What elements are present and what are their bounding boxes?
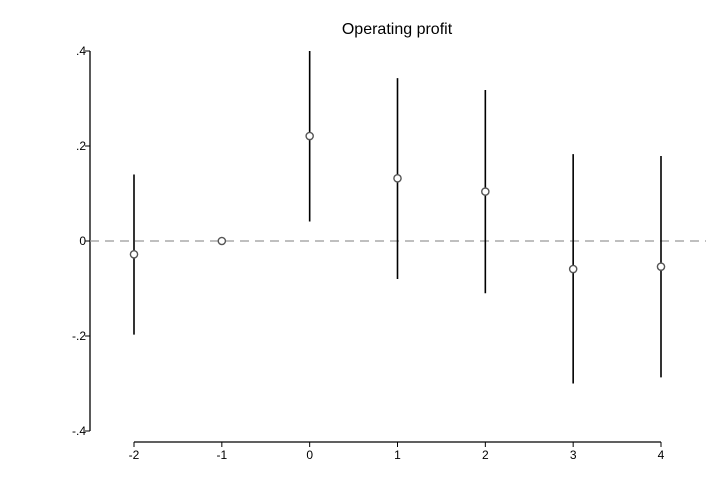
point-estimate — [305, 131, 314, 141]
x-tick-label: 0 — [306, 448, 313, 462]
y-tick-label: .2 — [76, 139, 86, 153]
x-tick-label: 3 — [570, 448, 577, 462]
point-estimate — [393, 173, 402, 183]
point-estimate — [217, 236, 227, 246]
x-tick-label: -1 — [216, 448, 227, 462]
y-tick-label: .4 — [76, 44, 86, 58]
axes: .4 .2 0 -.2 -.4 -2 -1 0 1 2 3 4 — [72, 44, 665, 462]
x-tick-label: 1 — [394, 448, 401, 462]
y-tick-label: -.2 — [72, 329, 86, 343]
chart-title: Operating profit — [342, 21, 453, 38]
point-estimate — [568, 264, 578, 274]
marks — [90, 51, 706, 384]
point-estimate — [656, 262, 666, 271]
x-tick-label: 4 — [658, 448, 665, 462]
y-tick-label: -.4 — [72, 424, 86, 438]
x-tick-label: -2 — [129, 448, 140, 462]
y-tick-label: 0 — [79, 234, 86, 248]
point-estimate — [481, 187, 490, 196]
point-estimate — [129, 249, 139, 259]
x-tick-label: 2 — [482, 448, 489, 462]
